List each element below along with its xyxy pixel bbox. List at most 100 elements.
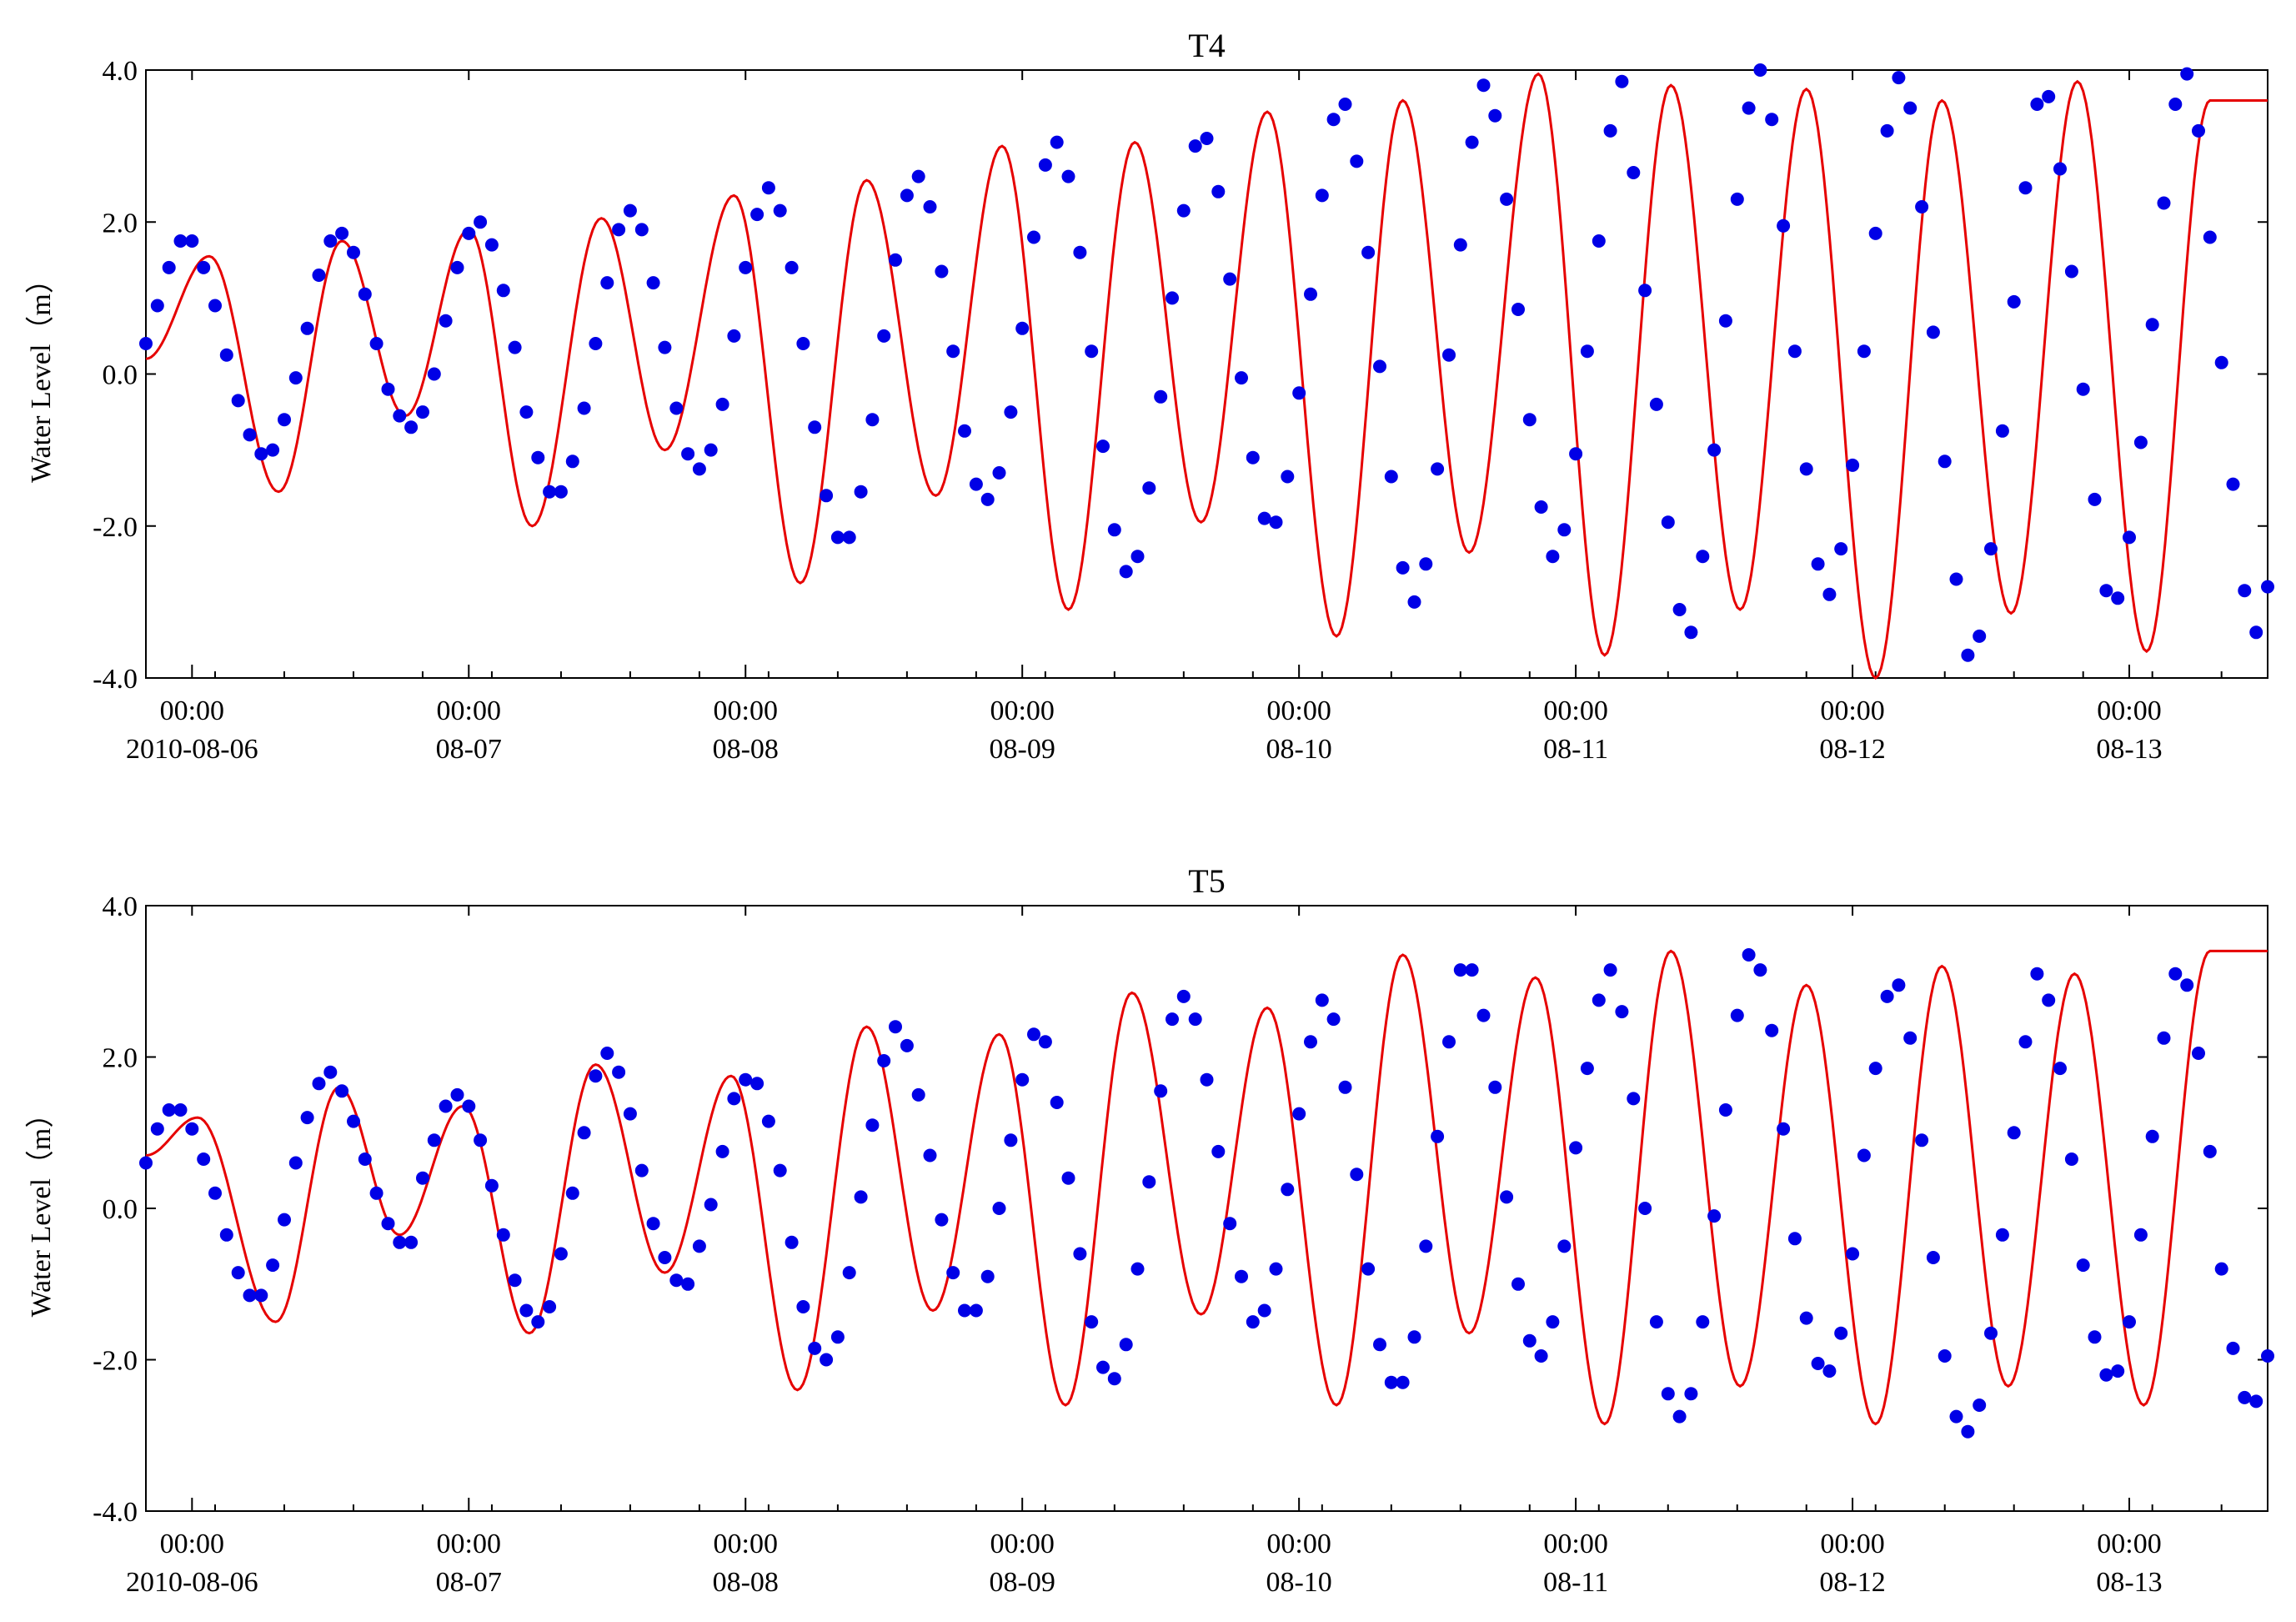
observed-point [1615, 74, 1629, 88]
observed-point [1476, 1008, 1491, 1022]
observed-point [2123, 530, 2136, 545]
observed-point [1350, 1168, 1364, 1182]
observed-point [727, 1092, 741, 1106]
x-tick-label-time: 00:00 [1543, 696, 1607, 726]
observed-point [335, 1084, 349, 1098]
observed-point [2007, 294, 2021, 309]
observed-point [404, 420, 419, 434]
observed-point [312, 269, 326, 282]
observed-point [1338, 98, 1352, 111]
observed-point [1292, 1107, 1306, 1121]
x-tick-label-date: 08-13 [2096, 734, 2162, 765]
observed-point [935, 1213, 949, 1227]
observed-point [1569, 447, 1583, 461]
observed-point [404, 1235, 419, 1249]
observed-point [231, 1266, 245, 1280]
observed-point [1038, 1035, 1052, 1049]
observed-point [1326, 1012, 1341, 1027]
observed-point [243, 1288, 257, 1303]
observed-point [369, 1186, 384, 1200]
observed-point [1096, 1360, 1110, 1374]
observed-point [1707, 443, 1722, 457]
x-tick-label-date: 08-08 [713, 1567, 779, 1598]
observed-point [842, 530, 856, 545]
observed-point [980, 1269, 995, 1283]
observed-point [1926, 1251, 1940, 1264]
observed-point [1822, 1364, 1837, 1378]
observed-point [1995, 1228, 2009, 1242]
observed-point [1938, 454, 1952, 469]
observed-point [1961, 1424, 1975, 1439]
observed-point [2111, 1364, 2125, 1378]
observed-point [173, 234, 188, 248]
observed-point [1453, 238, 1467, 252]
observed-point [1880, 123, 1894, 138]
observed-point [1984, 542, 1998, 556]
observed-point [1857, 344, 1871, 359]
observed-point [1603, 963, 1617, 977]
observed-point [1130, 550, 1145, 564]
observed-point [427, 1133, 441, 1147]
observed-point [531, 450, 545, 465]
observed-point [197, 1152, 211, 1166]
observed-point [1176, 989, 1191, 1003]
observed-point [519, 1303, 534, 1318]
observed-point [612, 1065, 626, 1079]
observed-point [2042, 89, 2056, 103]
observed-point [1534, 500, 1548, 514]
observed-point [554, 1247, 568, 1261]
observed-point [1166, 291, 1179, 305]
x-tick-label-time: 00:00 [2097, 696, 2161, 726]
observed-point [1696, 550, 1710, 564]
observed-point [162, 1103, 176, 1117]
observed-point [2018, 1035, 2033, 1049]
observed-point [1926, 325, 1940, 339]
observed-point [1868, 1062, 1882, 1076]
observed-point [2133, 1228, 2148, 1242]
observed-point [1396, 560, 1410, 575]
observed-point [1811, 1357, 1825, 1370]
observed-point [589, 1069, 603, 1083]
observed-point [519, 405, 534, 419]
observed-point [1315, 993, 1329, 1007]
observed-point [1753, 63, 1767, 77]
observed-point [911, 1087, 925, 1102]
model-series-line [146, 949, 2268, 1426]
observed-point [2203, 1144, 2217, 1158]
observed-point [185, 1122, 199, 1136]
observed-point [1500, 192, 1514, 206]
observed-point [2042, 993, 2056, 1007]
observed-point [231, 394, 245, 408]
observed-point [543, 1300, 557, 1313]
x-tick-label-time: 00:00 [160, 1529, 224, 1559]
observed-point [1603, 123, 1617, 138]
observed-point [1015, 1072, 1030, 1087]
observed-point [1050, 135, 1064, 149]
observed-point [796, 1300, 810, 1313]
observed-point [1592, 993, 1606, 1007]
observed-point [750, 1077, 764, 1091]
observed-point [923, 200, 937, 213]
observed-point [646, 1217, 660, 1231]
observed-point [1361, 245, 1376, 259]
observed-point [1396, 1375, 1410, 1389]
x-tick-label-time: 00:00 [990, 696, 1054, 726]
observed-point [969, 477, 983, 491]
observed-point [300, 321, 314, 335]
observed-point [1915, 1133, 1929, 1147]
observed-point [474, 1133, 488, 1147]
observed-point [2099, 1368, 2113, 1382]
observed-point [1892, 71, 1906, 85]
observed-point [773, 1163, 787, 1178]
observed-point [1500, 1190, 1514, 1204]
observed-point [484, 238, 499, 252]
observed-point [508, 1273, 522, 1288]
observed-point [1465, 135, 1479, 149]
observed-point [2088, 1330, 2102, 1344]
observed-point [462, 1099, 476, 1113]
observed-point [1442, 348, 1456, 362]
observed-point [565, 1186, 579, 1200]
observed-point [393, 409, 407, 423]
observed-point [1661, 515, 1675, 530]
